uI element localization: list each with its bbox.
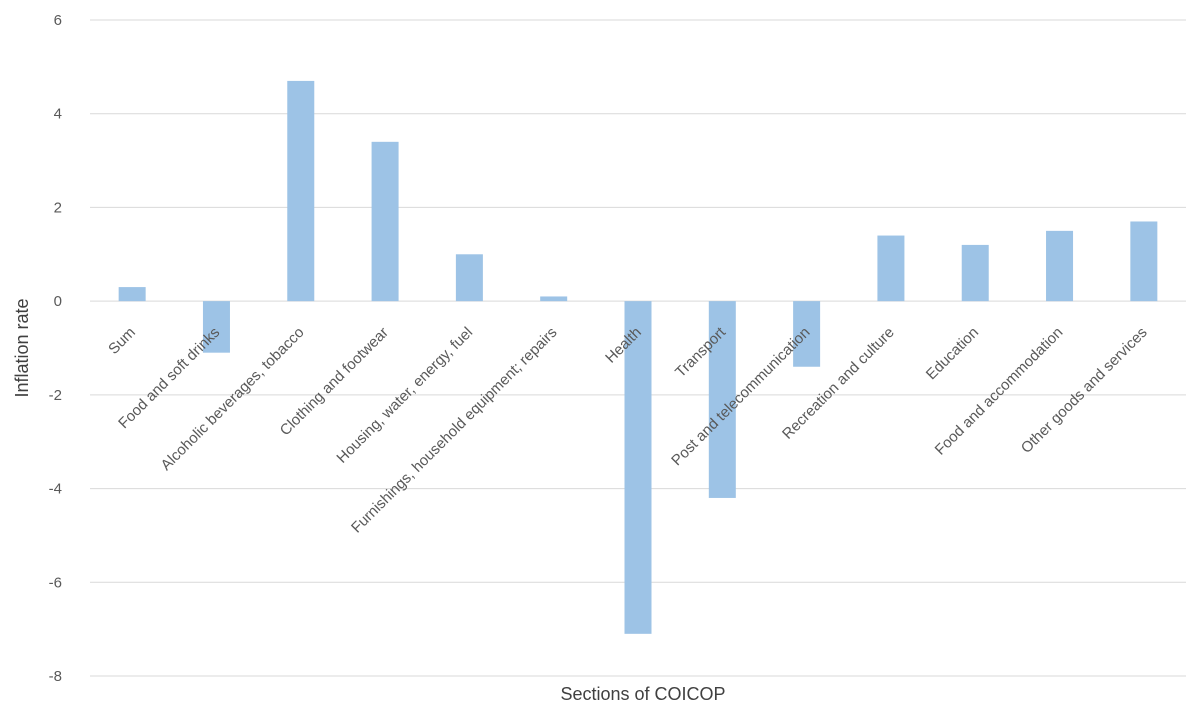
bar bbox=[1046, 230, 1074, 302]
y-axis-ticks: 6 4 2 0 -2 -4 -6 -8 bbox=[49, 12, 62, 685]
bar bbox=[455, 254, 483, 302]
y-tick-label: 2 bbox=[54, 199, 62, 216]
bar bbox=[793, 301, 821, 367]
bar bbox=[287, 80, 315, 302]
bar bbox=[540, 296, 568, 302]
y-tick-label: 6 bbox=[54, 12, 62, 29]
bar bbox=[877, 235, 905, 302]
bar bbox=[624, 301, 652, 634]
bar bbox=[708, 301, 736, 498]
y-tick-label: 0 bbox=[54, 293, 62, 310]
x-category-label: Education bbox=[923, 324, 982, 383]
y-tick-label: -2 bbox=[49, 387, 62, 404]
y-tick-label: 4 bbox=[54, 106, 62, 123]
y-tick-label: -6 bbox=[49, 574, 62, 591]
bar bbox=[118, 287, 146, 302]
bar bbox=[1130, 221, 1158, 302]
y-axis-title: Inflation rate bbox=[12, 298, 32, 397]
x-category-label: Sum bbox=[105, 324, 139, 358]
x-category-label: Alcoholic beverages, tobacco bbox=[158, 324, 308, 474]
bar bbox=[202, 301, 230, 353]
x-axis-title: Sections of COICOP bbox=[560, 684, 725, 704]
y-tick-label: -4 bbox=[49, 481, 62, 498]
bars bbox=[118, 80, 1158, 634]
bar bbox=[371, 141, 399, 302]
x-category-label: Post and telecommunication bbox=[668, 324, 813, 469]
y-tick-label: -8 bbox=[49, 668, 62, 685]
bar bbox=[961, 244, 989, 302]
